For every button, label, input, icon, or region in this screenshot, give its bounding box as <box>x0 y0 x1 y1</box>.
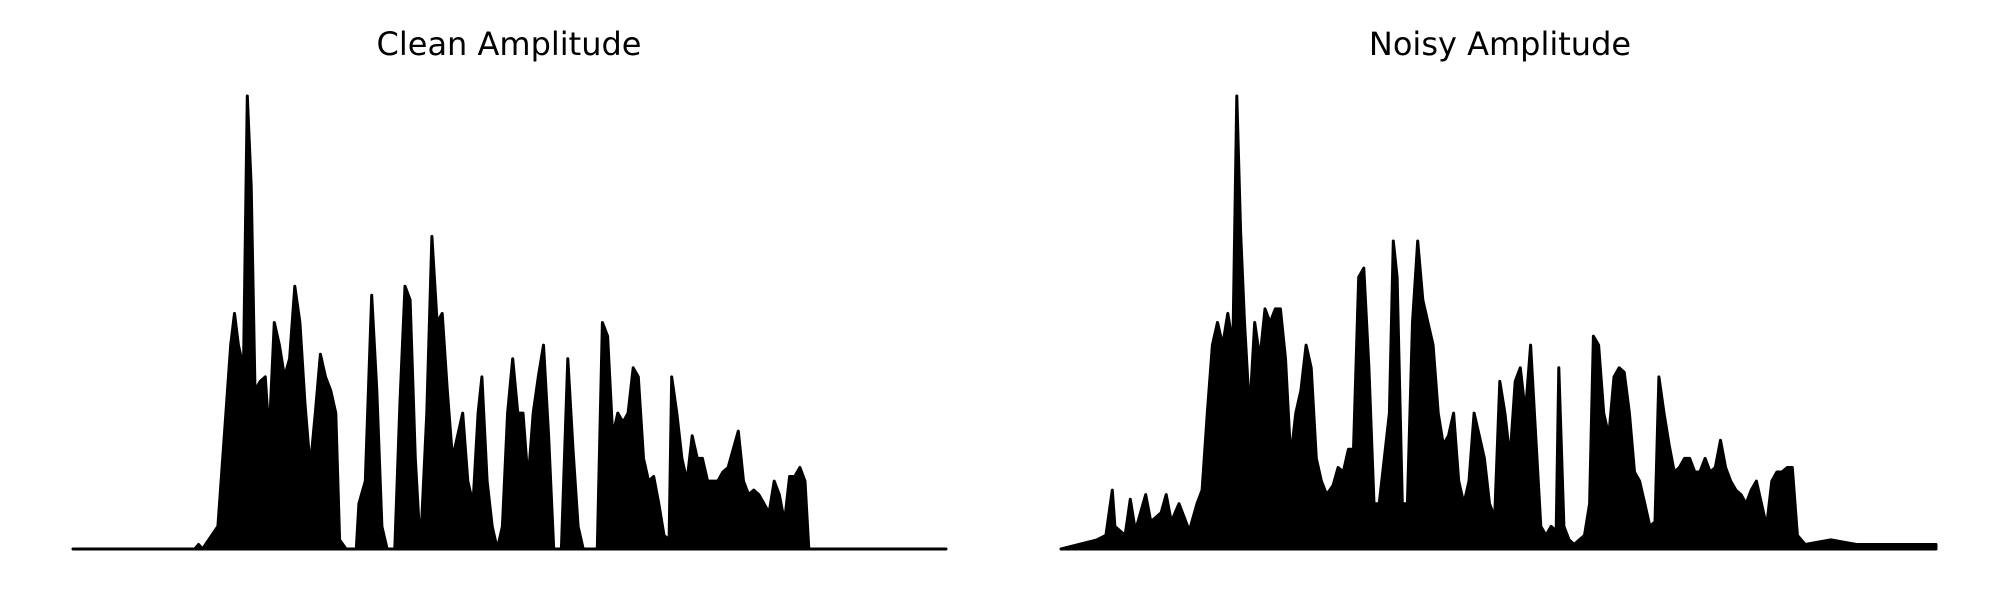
chart-title: Clean Amplitude <box>377 25 642 63</box>
amplitude-area <box>71 94 948 551</box>
amplitude-area <box>1059 94 1938 551</box>
chart-title: Noisy Amplitude <box>1369 25 1631 63</box>
